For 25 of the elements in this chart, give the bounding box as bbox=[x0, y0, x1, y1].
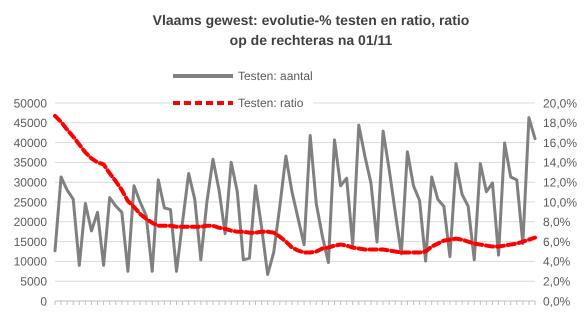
y-tick-label: 25000 bbox=[14, 195, 48, 210]
chart-title: Vlaams gewest: evolutie-% testen en ratio, ratio op de rechteras na 01/11 bbox=[152, 11, 470, 50]
legend-label: Testen: aantal bbox=[238, 68, 313, 82]
y2-tick-label: 4,0% bbox=[543, 254, 571, 269]
y2-tick-label: 18,0% bbox=[543, 116, 578, 130]
y2-tick-label: 0,0% bbox=[543, 294, 571, 308]
legend-label: Testen: ratio bbox=[238, 96, 304, 110]
y2-tick-label: 8,0% bbox=[543, 215, 571, 230]
y-tick-label: 20000 bbox=[14, 215, 48, 230]
y-tick-label: 30000 bbox=[14, 175, 48, 190]
y2-tick-label: 2,0% bbox=[543, 274, 571, 288]
y2-tick-label: 10,0% bbox=[543, 195, 578, 210]
y2-tick-label: 16,0% bbox=[543, 136, 578, 150]
y-tick-label: 35000 bbox=[14, 156, 48, 170]
y-tick-label: 5000 bbox=[20, 274, 48, 288]
y-tick-label: 45000 bbox=[14, 116, 48, 130]
y-tick-label: 50000 bbox=[14, 96, 48, 110]
y2-tick-label: 14,0% bbox=[543, 156, 578, 170]
y-tick-label: 0 bbox=[40, 294, 48, 308]
y2-tick-label: 20,0% bbox=[543, 96, 578, 110]
y2-tick-label: 12,0% bbox=[543, 175, 578, 190]
y-tick-label: 15000 bbox=[14, 234, 48, 249]
y-tick-label: 40000 bbox=[14, 136, 48, 150]
y2-tick-label: 6,0% bbox=[543, 234, 571, 249]
y-tick-label: 10000 bbox=[14, 254, 48, 269]
